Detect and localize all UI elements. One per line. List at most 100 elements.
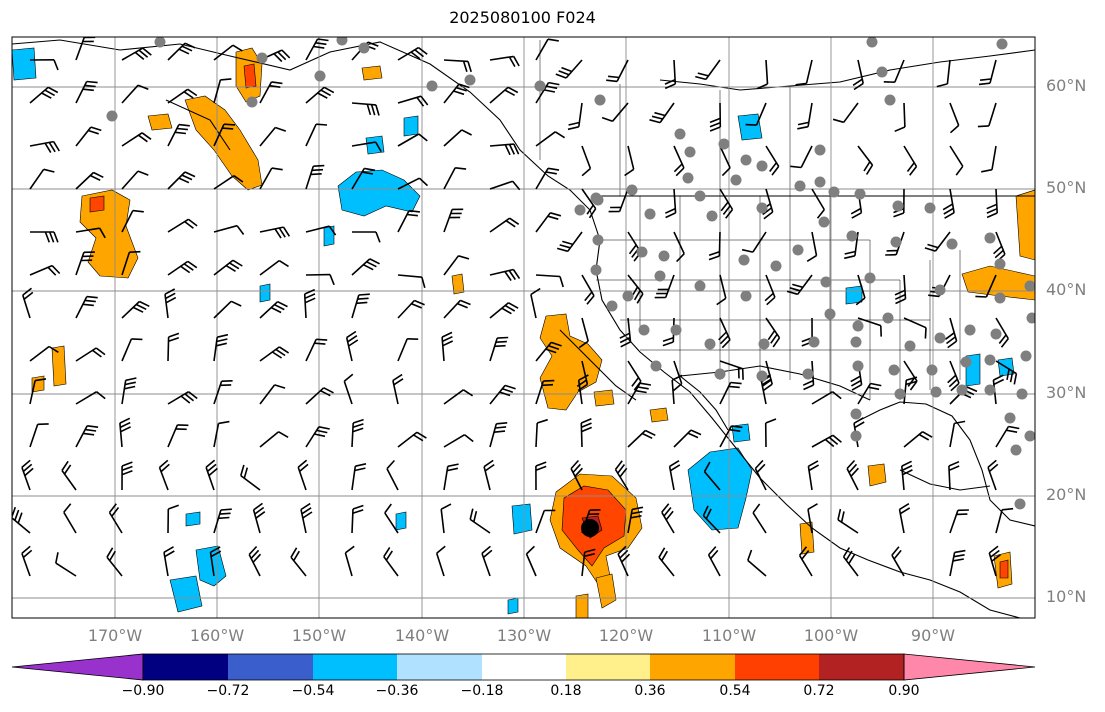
wind-barb-flag [320,89,331,97]
wind-barb-flag [223,123,236,126]
wind-barb-staff [386,468,399,491]
wind-barb-flag [352,504,364,510]
wind-barb-flag [770,333,778,344]
colorbar-extend-high [903,653,1036,681]
wind-barb-flag [504,144,511,156]
station-dot [622,290,634,302]
wind-barb-flag [273,53,283,63]
station-dot [824,308,836,320]
wind-barb-flag [664,83,676,90]
wind-barb-flag [729,428,741,432]
wind-barb-flag [316,429,328,434]
wind-barb-staff [985,274,997,298]
wind-barb-flag [761,379,772,388]
wind-barb-flag [421,276,426,289]
wind-barb-flag [980,78,992,81]
station-dot [636,246,648,258]
wind-barb-flag [645,429,656,437]
wind-barb-flag [754,459,764,470]
wind-barb-flag [352,423,364,429]
wind-barb-staff [995,509,1003,534]
wind-barb-flag [375,141,382,153]
wind-barb-flag [617,464,626,474]
wind-barb-flag [536,418,548,424]
station-dot [904,340,916,352]
colorbar-tick: 0.36 [634,683,666,699]
wind-barb-flag [367,41,379,47]
colorbar-tick: −0.36 [375,683,419,699]
wind-barb-staff [351,141,376,147]
station-dot [984,384,996,396]
station-dot [758,338,770,350]
station-dot [808,336,820,348]
wind-barb-flag [183,263,194,271]
wind-barb-flag [250,549,260,559]
wind-barb-flag [366,261,377,268]
wind-barb-flag [184,220,194,229]
wind-barb-flag [504,304,516,312]
station-dot [464,74,476,86]
wind-barb-flag [99,227,106,239]
lon-label: 160°W [189,626,245,645]
colorbar-swatch [650,654,735,680]
lat-label: 40°N [1046,280,1087,299]
wind-barb-staff [811,391,834,405]
wind-barb-flag [44,231,51,243]
wind-barb-staff [443,129,463,147]
wind-barb-flag [824,438,835,448]
wind-barb-flag [906,162,915,172]
wind-barb-staff [894,59,905,83]
wind-barb-flag [304,293,316,300]
wind-barb-flag [87,129,99,135]
wind-barb-staff [857,317,882,327]
wind-barb-flag [578,374,589,381]
wind-barb-flag [977,125,989,128]
wind-barb-staff [259,259,280,276]
wind-barb-flag [548,345,560,351]
wind-barb-flag [508,270,516,281]
wind-barb-flag [894,126,906,133]
coastlines [12,39,1035,618]
wind-barb-flag [902,469,913,476]
station-dot [802,368,814,380]
wind-barb-staff [384,512,399,534]
station-dot [828,186,840,198]
wind-barb-flag [899,503,910,511]
wind-barb-flag [906,376,918,381]
wind-barb-flag [621,553,631,563]
wind-barb-flag [572,463,581,474]
station-dot [694,190,706,202]
station-dot [426,80,438,92]
wind-barb-staff [765,59,769,85]
wind-barb-flag [96,391,106,400]
wind-barb-flag [168,336,180,343]
wind-barb-flag [255,511,266,519]
wind-barb-flag [850,375,861,383]
wind-barb-flag [924,247,936,252]
station-dot [1010,444,1022,456]
wind-barb-flag [946,336,956,345]
station-dot [1004,412,1016,424]
station-dot [740,290,752,302]
wind-barb-flag [495,340,507,343]
wind-barb-flag [633,289,641,301]
wind-barb-flag [358,293,370,296]
wind-barb-flag [757,83,768,90]
colorbar-swatch [313,654,397,680]
wind-barb-flag [561,66,573,73]
wind-barb-flag [624,168,635,177]
wind-barb-flag [631,510,643,515]
wind-barb-flag [457,302,468,309]
wind-barb-flag [949,124,960,134]
wind-barb-flag [124,385,136,390]
wind-barb-flag [1008,425,1020,430]
wind-barb-flag [187,218,198,227]
wind-barb-flag [509,217,520,225]
wind-barb-flag [635,389,647,394]
wind-barb-flag [315,42,327,46]
wind-barb-staff [949,102,960,126]
wind-barb-flag [581,167,591,177]
station-dot [1016,388,1028,400]
wind-barb-staff [673,360,683,384]
station-dot [314,70,326,82]
